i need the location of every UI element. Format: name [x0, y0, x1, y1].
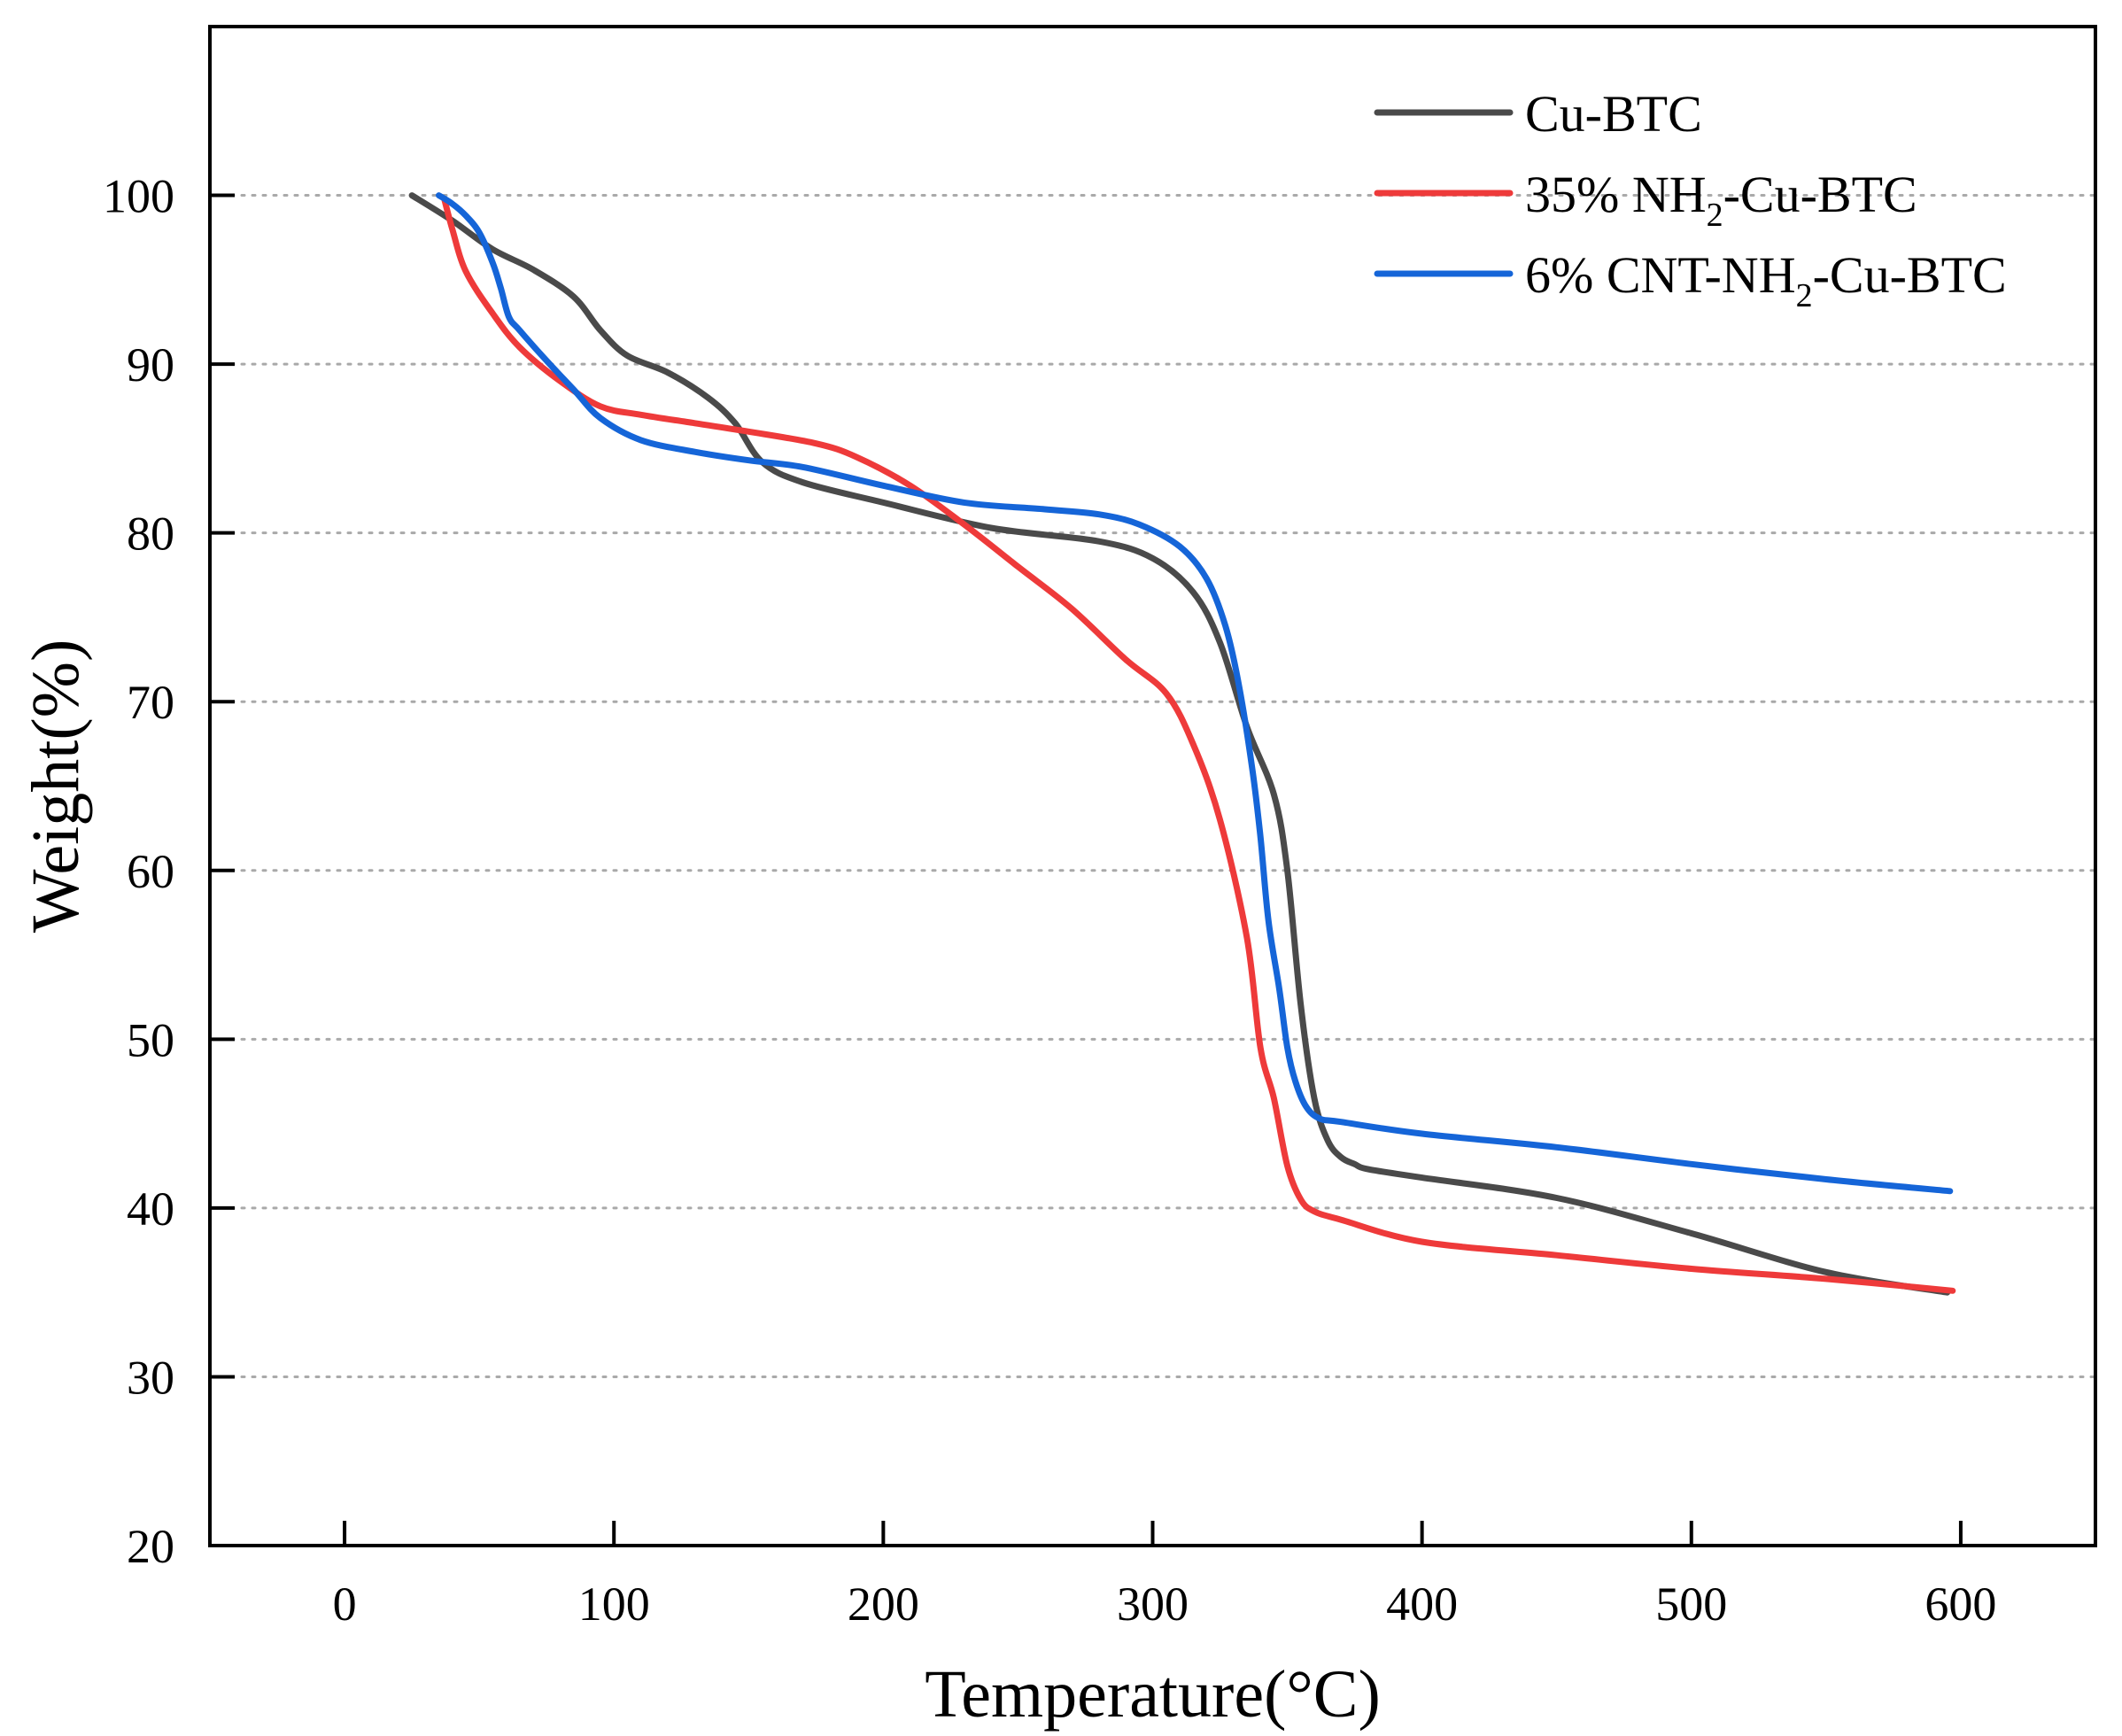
y-tick-label-20: 20: [127, 1520, 174, 1573]
legend: Cu-BTC 35% NH2-Cu-BTC 6% CNT-NH2-Cu-BTC: [1374, 85, 2007, 314]
legend-item-35-nh2-cu-btc: 35% NH2-Cu-BTC: [1374, 166, 1917, 234]
x-tick-label-600: 600: [1925, 1577, 1996, 1631]
y-tick-label-60: 60: [127, 845, 174, 898]
y-tick-label-30: 30: [127, 1351, 174, 1404]
y-tick-label-50: 50: [127, 1013, 174, 1066]
plot-series: [408, 192, 1956, 1296]
y-tick-label-40: 40: [127, 1182, 174, 1236]
y-tick-label-80: 80: [127, 508, 174, 561]
x-tick-label-400: 400: [1386, 1577, 1458, 1631]
x-tick-label-0: 0: [333, 1577, 357, 1631]
y-tick-label-90: 90: [127, 338, 174, 391]
y-axis-title: Weight(%): [19, 639, 93, 934]
legend-item-6-cnt-nh2-cu-btc: 6% CNT-NH2-Cu-BTC: [1374, 246, 2007, 314]
series-cu-btc-line: [408, 192, 1951, 1296]
x-axis-title: Temperature(°C): [925, 1657, 1381, 1732]
series-6-cnt-nh2-cu-btc-line: [436, 192, 1954, 1195]
y-tick-label-70: 70: [127, 676, 174, 729]
legend-item-cu-btc: Cu-BTC: [1374, 85, 1702, 143]
gridlines: [208, 194, 2097, 1378]
series-35-nh2-cu-btc-line: [441, 195, 1956, 1294]
legend-label: 35% NH2-Cu-BTC: [1525, 166, 1917, 234]
x-tick-label-200: 200: [848, 1577, 919, 1631]
x-tick-label-500: 500: [1655, 1577, 1727, 1631]
axis-ticks: 0 100 200 300 400 500 600 20 30 40 50 60 70 80 90 100: [103, 170, 1996, 1631]
x-tick-label-300: 300: [1117, 1577, 1189, 1631]
legend-label: Cu-BTC: [1525, 85, 1702, 143]
legend-label: 6% CNT-NH2-Cu-BTC: [1525, 246, 2007, 314]
y-tick-label-100: 100: [103, 170, 174, 223]
x-tick-label-100: 100: [578, 1577, 650, 1631]
